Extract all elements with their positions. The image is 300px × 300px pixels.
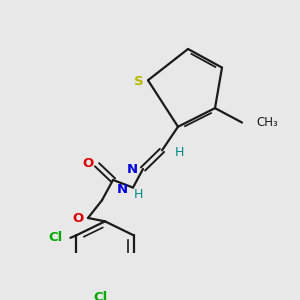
Text: Cl: Cl <box>48 231 62 244</box>
Text: O: O <box>72 212 84 225</box>
Text: H: H <box>174 146 184 159</box>
Text: N: N <box>126 163 138 176</box>
Text: Cl: Cl <box>93 291 107 300</box>
Text: CH₃: CH₃ <box>256 116 278 129</box>
Text: S: S <box>134 75 144 88</box>
Text: H: H <box>133 188 143 201</box>
Text: N: N <box>116 183 128 196</box>
Text: O: O <box>82 158 94 170</box>
